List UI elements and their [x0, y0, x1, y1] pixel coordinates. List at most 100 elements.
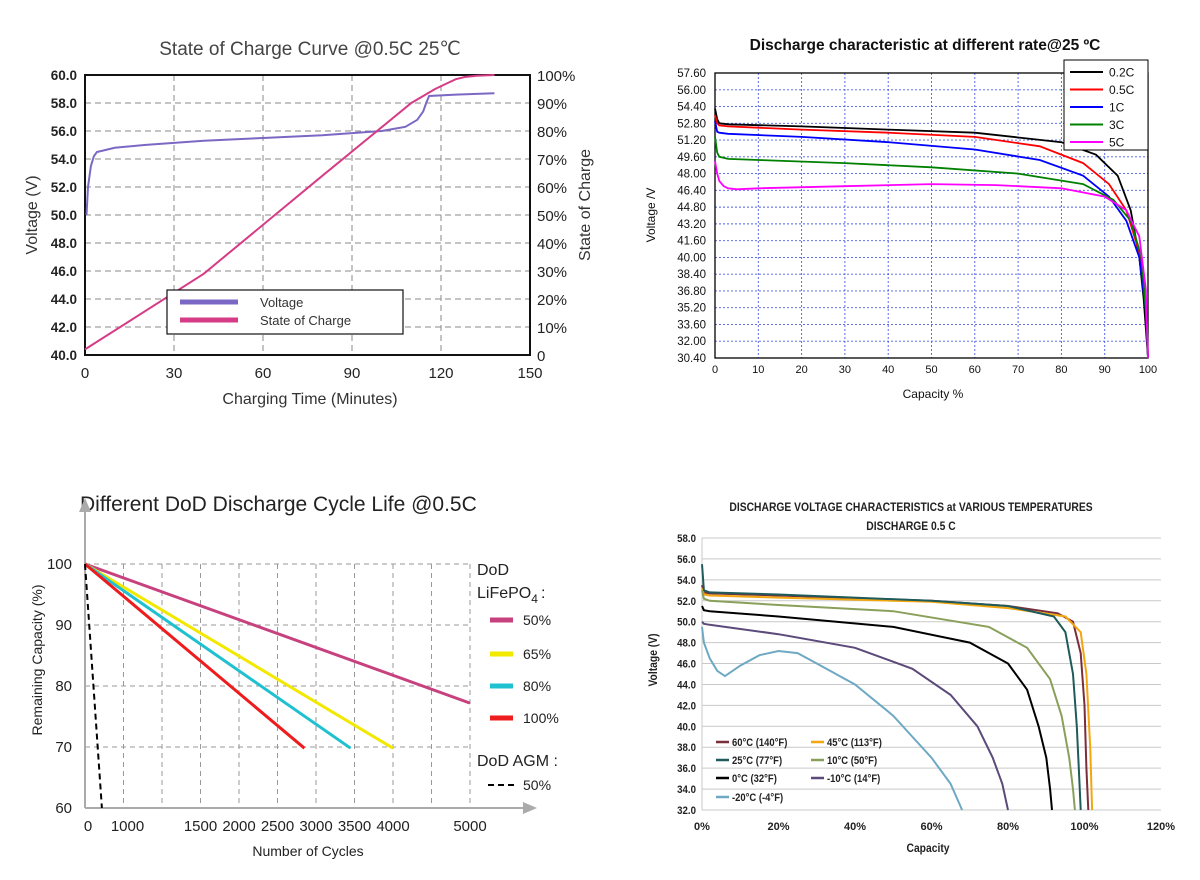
y-tick-label: 52.0: [677, 596, 696, 608]
x-tick-label: 60: [969, 364, 981, 376]
legend-label: 65%: [523, 646, 551, 662]
legend-label: 5C: [1109, 136, 1125, 150]
y-tick-label: 50.0: [51, 208, 77, 223]
x-tick-label: 100: [1139, 364, 1157, 376]
series-line-25c: [701, 564, 1082, 811]
legend-label: -10°C (14°F): [827, 773, 880, 785]
y-tick-label: 38.40: [677, 269, 706, 281]
chart-state-of-charge: State of Charge Curve @0.5C 25℃ 0 30 60 90 1…: [24, 39, 594, 408]
series-line-agm-50: [84, 563, 103, 809]
x-tick-label: 20: [795, 364, 807, 376]
x-tick-label: 90: [1099, 364, 1111, 376]
chart-title: DISCHARGE VOLTAGE CHARACTERISTICS at VAR…: [729, 501, 1093, 514]
y-axis-label: Voltage (V): [24, 175, 41, 254]
legend-label: 45°C (113°F): [827, 737, 882, 749]
y2-axis-label: State of Charge: [577, 149, 594, 261]
x-tick-label: 3000: [299, 818, 332, 835]
x-tick-label: 90: [344, 365, 361, 382]
y-tick-label: 49.60: [677, 152, 706, 164]
x-tick-label: 120: [428, 365, 453, 382]
y-tick-label: 60.0: [51, 68, 77, 83]
x-tick-label: 5000: [453, 818, 486, 835]
y-tick-label: 48.0: [51, 236, 77, 251]
y-tick-label: 46.0: [677, 659, 696, 671]
legend-label: 3C: [1109, 118, 1125, 132]
x-tick-label: 60: [255, 365, 272, 382]
chart-title: Different DoD Discharge Cycle Life @0.5C: [80, 493, 477, 516]
y-tick-label: 58.0: [51, 96, 77, 111]
x-axis-label: Capacity: [906, 842, 950, 855]
series-line-voltage: [85, 92, 495, 216]
y-tick-label: 54.40: [677, 102, 706, 114]
series-line-60c: [701, 584, 1090, 811]
y2-tick-label: 10%: [537, 320, 567, 337]
y-tick-label: 36.0: [677, 764, 696, 776]
x-tick-label: 120%: [1147, 821, 1175, 833]
legend-label: 80%: [523, 678, 551, 694]
y-tick-label: 56.00: [677, 85, 706, 97]
y-tick-label: 46.40: [677, 185, 706, 197]
legend-label: 50%: [523, 777, 551, 793]
legend: 0.2C 0.5C 1C 3C 5C: [1063, 59, 1149, 151]
y-tick-label: 52.80: [677, 118, 706, 130]
legend-label: 0.2C: [1109, 66, 1135, 80]
y-tick-label: 100: [47, 556, 72, 573]
series-line-3c: [714, 136, 1149, 359]
y2-tick-label: 40%: [537, 236, 567, 253]
y-tick-label: 51.20: [677, 135, 706, 147]
x-tick-label: 40: [882, 364, 894, 376]
chart-temperature-discharge: DISCHARGE VOLTAGE CHARACTERISTICS at VAR…: [647, 501, 1175, 855]
legend: Voltage State of Charge: [166, 289, 404, 335]
y-tick-label: 56.0: [51, 124, 77, 139]
y-tick-label: 40.0: [677, 722, 696, 734]
x-tick-label: 80: [1055, 364, 1067, 376]
x-tick-label: 60%: [920, 821, 942, 833]
y-tick-label: 44.0: [51, 292, 77, 307]
series-line-0c: [701, 605, 1053, 811]
x-tick-label: 30: [166, 365, 183, 382]
y-tick-label: 50.0: [677, 617, 696, 629]
y-tick-label: 48.00: [677, 169, 706, 181]
y-tick-label: 42.0: [51, 320, 77, 335]
y-tick-label: 30.40: [677, 353, 706, 365]
y-tick-label: 43.20: [677, 219, 706, 231]
y-tick-label: 46.0: [51, 264, 77, 279]
x-axis-label: Charging Time (Minutes): [222, 391, 397, 408]
x-tick-label: 150: [517, 365, 542, 382]
legend-title: DoD: [477, 562, 509, 579]
x-tick-label: 10: [752, 364, 764, 376]
y2-tick-label: 70%: [537, 152, 567, 169]
y-tick-label: 58.0: [677, 534, 696, 546]
y-tick-label: 32.00: [677, 336, 706, 348]
y2-tick-label: 90%: [537, 96, 567, 113]
y-axis-label: Voltage (V): [647, 633, 660, 686]
legend-label: 10°C (50°F): [827, 755, 877, 767]
x-tick-label: 2000: [222, 818, 255, 835]
y-axis-label: Voltage /V: [644, 188, 658, 243]
y2-tick-label: 50%: [537, 208, 567, 225]
svg-text:LiFePO4:: LiFePO4:: [477, 585, 545, 606]
chart-dod-cycle-life: Different DoD Discharge Cycle Life @0.5C…: [29, 493, 559, 859]
y-tick-label: 36.80: [677, 286, 706, 298]
x-tick-label: 20%: [767, 821, 789, 833]
y-tick-label: 35.20: [677, 303, 706, 315]
legend-label: -20°C (-4°F): [732, 792, 783, 804]
y-tick-label: 33.60: [677, 319, 706, 331]
series-line--20c: [701, 626, 964, 811]
legend-label: 50%: [523, 612, 551, 628]
y-tick-label: 40.0: [51, 348, 77, 363]
series-line-1c: [714, 121, 1149, 359]
x-tick-label: 1500: [184, 818, 217, 835]
series-line-45c: [701, 587, 1094, 811]
legend-label: Voltage: [260, 295, 303, 310]
x-tick-label: 80%: [997, 821, 1019, 833]
y2-tick-label: 30%: [537, 264, 567, 281]
y2-tick-label: 20%: [537, 292, 567, 309]
chart-title: Discharge characteristic at different ra…: [750, 37, 1101, 54]
legend-title-subscript: 4: [531, 592, 538, 606]
x-tick-label: 30: [839, 364, 851, 376]
y2-tick-label: 100%: [537, 68, 575, 85]
chart-discharge-rate: Discharge characteristic at different ra…: [644, 37, 1157, 401]
x-axis-label: Number of Cycles: [252, 843, 363, 859]
series-line-lifepo4-100: [84, 562, 306, 750]
